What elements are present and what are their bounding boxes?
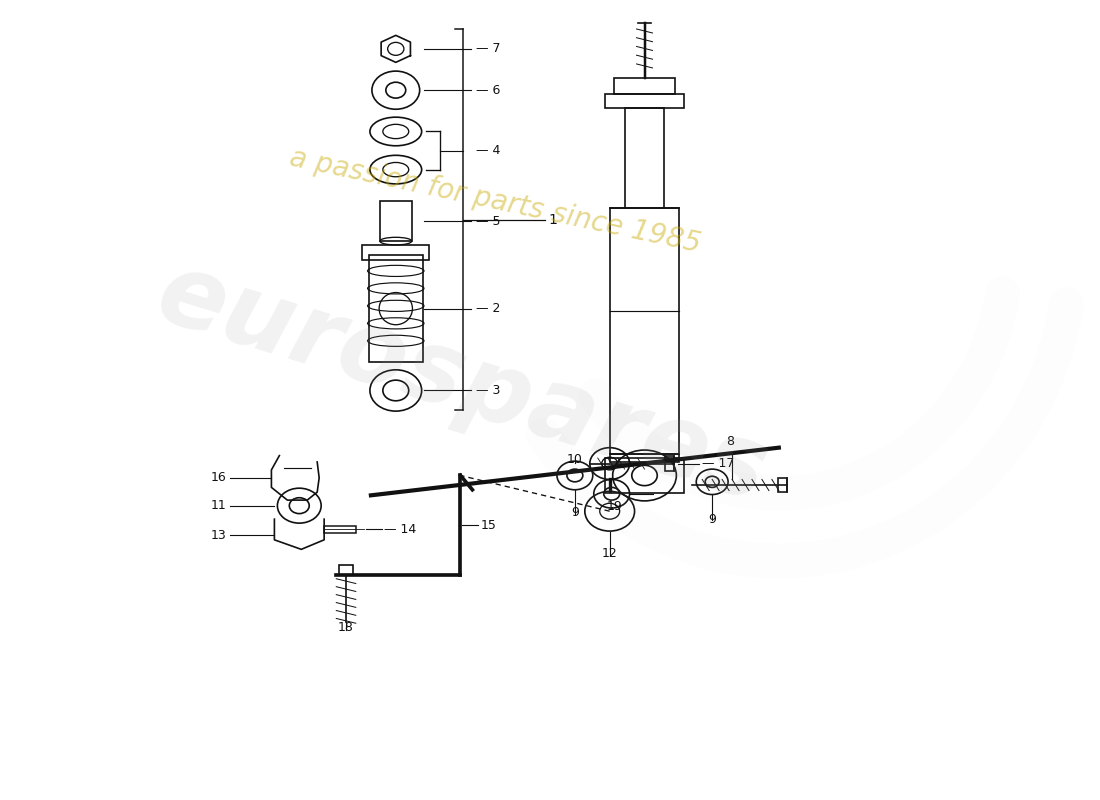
Text: 12: 12 [602, 547, 617, 561]
Text: 16: 16 [211, 471, 227, 484]
Text: 1: 1 [548, 213, 557, 226]
Bar [379, 202, 411, 241]
Text: a passion for parts since 1985: a passion for parts since 1985 [287, 144, 703, 258]
Text: — 2: — 2 [476, 302, 501, 315]
Text: eurospares: eurospares [146, 246, 779, 523]
Text: — 7: — 7 [476, 42, 501, 55]
Text: 19: 19 [607, 500, 623, 513]
Bar [625, 109, 664, 208]
Bar [664, 457, 674, 470]
Text: 13: 13 [211, 529, 227, 542]
Text: 9: 9 [708, 513, 716, 526]
Bar [362, 246, 429, 260]
Bar [614, 78, 675, 94]
Bar [609, 454, 680, 462]
Bar [605, 458, 684, 493]
Bar [368, 255, 422, 362]
Bar [778, 478, 786, 492]
Text: — 4: — 4 [476, 144, 501, 157]
Text: 11: 11 [211, 499, 227, 512]
Bar [605, 94, 684, 109]
Text: 10: 10 [566, 453, 583, 466]
Text: — 14: — 14 [384, 523, 416, 536]
Bar [324, 526, 356, 534]
Text: 9: 9 [571, 506, 579, 519]
Text: — 17: — 17 [702, 457, 735, 470]
Bar [339, 566, 353, 574]
Text: — 5: — 5 [476, 214, 501, 228]
Bar [609, 208, 680, 454]
Text: 8: 8 [726, 435, 734, 449]
Text: — 6: — 6 [476, 84, 501, 97]
Text: 18: 18 [338, 622, 354, 634]
Text: — 3: — 3 [476, 384, 501, 397]
Text: 15: 15 [481, 518, 496, 532]
